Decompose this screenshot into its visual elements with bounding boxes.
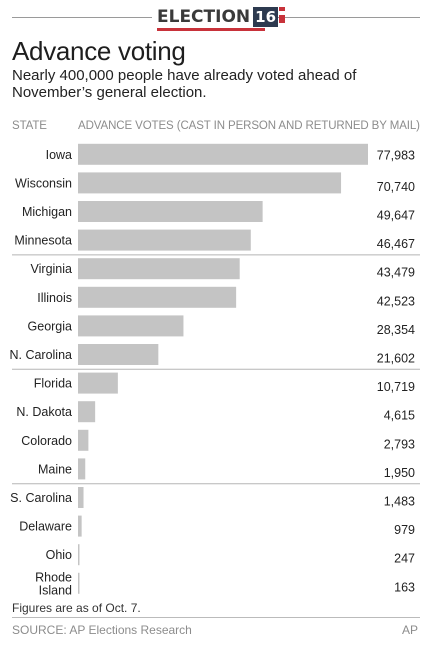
- category-label: N. Carolina: [9, 348, 72, 362]
- election-logo: ELECTION 16: [157, 6, 286, 32]
- source-note: SOURCE: AP Elections Research: [12, 623, 192, 637]
- category-label: Michigan: [22, 205, 72, 219]
- value-label: 163: [394, 580, 415, 594]
- footnote: Figures are as of Oct. 7.: [12, 601, 141, 615]
- category-label: Illinois: [37, 291, 72, 305]
- category-label: Wisconsin: [15, 176, 72, 190]
- state-column-header: STATE: [12, 120, 47, 132]
- bar: [78, 201, 263, 222]
- category-label: S. Carolina: [10, 491, 72, 505]
- value-label: 4,615: [384, 409, 415, 423]
- header-rule-left: [12, 17, 152, 18]
- bar: [78, 515, 82, 537]
- bar: [78, 487, 84, 508]
- category-label: Maine: [38, 462, 72, 476]
- bar: [78, 229, 251, 251]
- category-label: Delaware: [19, 520, 72, 534]
- bar: [78, 344, 159, 365]
- footer-rule: [12, 617, 420, 618]
- value-label: 42,523: [377, 294, 415, 308]
- value-label: 28,354: [377, 323, 415, 337]
- category-label: Minnesota: [14, 234, 72, 248]
- chart-title: Advance voting: [12, 36, 186, 66]
- category-label: Rhode Island: [35, 570, 72, 597]
- logo-underline: [157, 28, 265, 31]
- bar: [78, 172, 342, 194]
- value-label: 979: [394, 523, 415, 537]
- credit: AP: [401, 623, 418, 637]
- header-rule-right: [272, 17, 420, 18]
- value-label: 2,793: [384, 437, 415, 451]
- value-label: 43,479: [377, 266, 415, 280]
- category-label: Florida: [34, 377, 72, 391]
- votes-column-header: ADVANCE VOTES (CAST IN PERSON AND RETURN…: [78, 120, 420, 132]
- bar: [78, 143, 368, 165]
- value-label: 77,983: [377, 148, 415, 162]
- category-label: Colorado: [21, 434, 72, 448]
- value-label: 21,602: [377, 352, 415, 366]
- value-label: 1,483: [384, 495, 415, 509]
- value-label: 247: [394, 552, 415, 566]
- category-label: N. Dakota: [16, 405, 72, 419]
- bar: [78, 572, 80, 594]
- bar: [78, 258, 240, 280]
- bar: [78, 458, 86, 480]
- bar: [78, 429, 89, 451]
- value-label: 70,740: [377, 180, 415, 194]
- logo-word: ELECTION: [157, 7, 251, 27]
- chart-subtitle: Nearly 400,000 people have already voted…: [12, 67, 357, 101]
- category-label: Virginia: [31, 262, 73, 276]
- category-label: Georgia: [28, 319, 73, 333]
- bar: [78, 372, 118, 394]
- value-label: 1,950: [384, 466, 415, 480]
- bar: [78, 315, 184, 337]
- value-label: 46,467: [377, 237, 415, 251]
- bar: [78, 544, 80, 566]
- category-label: Ohio: [46, 548, 72, 562]
- logo-number: 16: [253, 7, 279, 27]
- flag-icon: [279, 7, 286, 23]
- bar: [78, 286, 237, 308]
- category-label: Iowa: [46, 148, 72, 162]
- value-label: 10,719: [377, 380, 415, 394]
- bar: [78, 401, 96, 423]
- value-label: 49,647: [377, 209, 415, 223]
